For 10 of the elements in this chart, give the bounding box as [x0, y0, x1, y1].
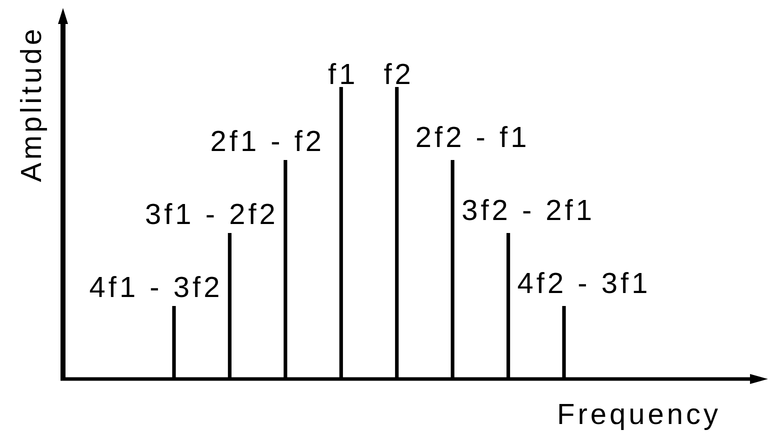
x-tick-label: 4f1 - 3f2: [89, 272, 223, 304]
x-tick-label: 3f1 - 2f2: [145, 199, 278, 231]
x-axis-title: Frequency: [556, 399, 721, 431]
x-tick-label: 3f2 - 2f1: [462, 195, 595, 227]
x-tick-label: f2: [384, 59, 414, 91]
x-tick-label: 2f1 - f2: [210, 126, 325, 158]
x-tick-label: 2f2 - f1: [415, 122, 530, 154]
x-tick-label: f1: [328, 59, 358, 91]
y-axis-title: Amplitude: [16, 26, 48, 182]
x-tick-label: 4f2 - 3f1: [517, 268, 651, 300]
